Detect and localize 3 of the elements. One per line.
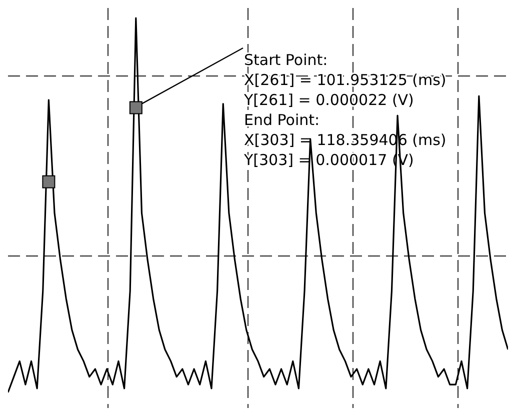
annotation: Start Point: [244,51,328,69]
annotation: Y[261] = 0.000022 (V) [243,91,414,109]
annotation: X[261] = 101.953125 (ms) [244,71,446,89]
